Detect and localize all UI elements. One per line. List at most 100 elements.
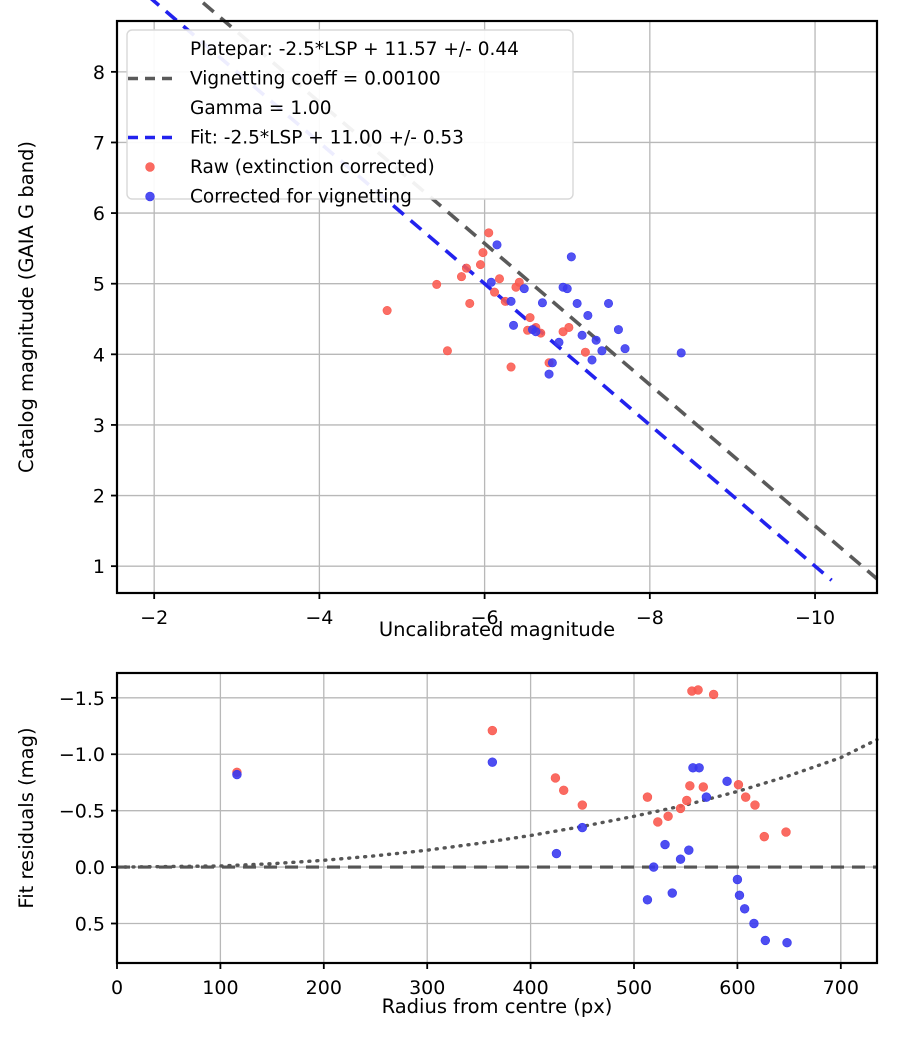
x-tick-label: 0 [111, 977, 123, 999]
y-tick-label: 3 [93, 415, 105, 437]
scatter-point [621, 344, 629, 352]
x-tick-label: 600 [719, 977, 755, 999]
scatter-point [677, 349, 685, 357]
scatter-point [782, 828, 791, 837]
scatter-point [664, 812, 673, 821]
bottom-panel-background [117, 673, 877, 963]
scatter-point [733, 875, 742, 884]
legend-marker-icon [146, 163, 155, 172]
scatter-point [548, 359, 556, 367]
scatter-point [526, 313, 534, 321]
scatter-point [488, 758, 497, 767]
scatter-point [552, 849, 561, 858]
y-tick-label: −0.5 [59, 801, 105, 823]
scatter-point [740, 904, 749, 913]
scatter-point [457, 272, 465, 280]
x-tick-label: −4 [305, 607, 333, 629]
scatter-point [653, 818, 662, 827]
y-tick-label: 8 [93, 62, 105, 84]
y-tick-label: 7 [93, 132, 105, 154]
matplotlib-figure: −2−4−6−8−10 12345678 Uncalibrated magnit… [0, 0, 900, 1050]
scatter-point [723, 777, 732, 786]
scatter-point [476, 260, 484, 268]
scatter-point [538, 299, 546, 307]
bottom-panel-x-ticks: 0100200300400500600700 [111, 963, 859, 999]
scatter-point [694, 686, 703, 695]
scatter-point [493, 241, 501, 249]
scatter-point [598, 347, 606, 355]
scatter-point [532, 328, 540, 336]
legend-label: Vignetting coeff = 0.00100 [190, 69, 441, 90]
legend-label: Gamma = 1.00 [190, 98, 332, 119]
y-tick-label: 1 [93, 556, 105, 578]
scatter-point [584, 311, 592, 319]
x-tick-label: 700 [823, 977, 859, 999]
scatter-point [661, 840, 670, 849]
scatter-point [643, 793, 652, 802]
scatter-point [741, 793, 750, 802]
scatter-point [695, 763, 704, 772]
scatter-point [462, 264, 470, 272]
scatter-point [555, 338, 563, 346]
y-tick-label: −1.5 [59, 688, 105, 710]
scatter-point [676, 855, 685, 864]
bottom-panel-axes: 0100200300400500600700 0.50.0−0.5−1.0−1.… [15, 673, 877, 1018]
x-tick-label: −2 [140, 607, 168, 629]
y-tick-label: 0.5 [75, 914, 105, 936]
scatter-point [751, 801, 760, 810]
y-tick-label: 5 [93, 274, 105, 296]
scatter-point [545, 370, 553, 378]
scatter-point [563, 284, 571, 292]
scatter-point [614, 325, 622, 333]
scatter-point [581, 348, 589, 356]
bottom-panel-xlabel: Radius from centre (px) [382, 995, 613, 1018]
scatter-point [520, 284, 528, 292]
scatter-point [383, 306, 391, 314]
scatter-point [699, 783, 708, 792]
legend-label: Fit: -2.5*LSP + 11.00 +/- 0.53 [190, 128, 464, 149]
scatter-point [487, 278, 495, 286]
scatter-point [488, 726, 497, 735]
figure-canvas: −2−4−6−8−10 12345678 Uncalibrated magnit… [0, 0, 900, 1050]
scatter-point [750, 919, 759, 928]
scatter-point [684, 846, 693, 855]
scatter-point [709, 690, 718, 699]
y-tick-label: 6 [93, 203, 105, 225]
legend-marker-icon [146, 192, 155, 201]
scatter-point [443, 347, 451, 355]
scatter-point [509, 321, 517, 329]
scatter-point [479, 248, 487, 256]
scatter-point [233, 770, 242, 779]
x-tick-label: −8 [636, 607, 664, 629]
scatter-point [761, 936, 770, 945]
scatter-point [578, 823, 587, 832]
y-tick-label: 4 [93, 344, 105, 366]
scatter-point [734, 780, 743, 789]
scatter-point [551, 774, 560, 783]
scatter-point [490, 288, 498, 296]
scatter-point [588, 356, 596, 364]
bottom-panel-ylabel: Fit residuals (mag) [15, 727, 38, 908]
top-panel-xlabel: Uncalibrated magnitude [379, 618, 615, 641]
bottom-panel-y-ticks: 0.50.0−0.5−1.0−1.5 [59, 688, 117, 936]
legend-label: Corrected for vignetting [190, 187, 412, 208]
scatter-point [578, 801, 587, 810]
legend-label: Raw (extinction corrected) [190, 157, 435, 178]
top-panel-ylabel: Catalog magnitude (GAIA G band) [15, 141, 38, 473]
scatter-point [495, 275, 503, 283]
scatter-point [466, 299, 474, 307]
scatter-point [507, 297, 515, 305]
y-tick-label: 2 [93, 486, 105, 508]
scatter-point [783, 938, 792, 947]
scatter-point [702, 793, 711, 802]
scatter-point [643, 895, 652, 904]
y-tick-label: −1.0 [59, 744, 105, 766]
scatter-point [592, 336, 600, 344]
scatter-point [649, 863, 658, 872]
scatter-point [507, 363, 515, 371]
scatter-point [682, 796, 691, 805]
x-tick-label: 100 [202, 977, 238, 999]
scatter-point [676, 804, 685, 813]
scatter-point [565, 323, 573, 331]
legend-box: Platepar: -2.5*LSP + 11.57 +/- 0.44Vigne… [127, 30, 573, 208]
